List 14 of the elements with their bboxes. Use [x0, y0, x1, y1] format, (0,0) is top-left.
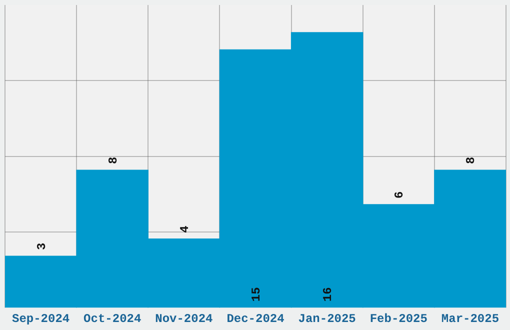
x-tick-label: Feb-2025 — [370, 312, 428, 326]
data-label: 16 — [321, 287, 336, 302]
data-label: 6 — [392, 191, 407, 198]
data-label: 8 — [106, 156, 120, 164]
x-tick-label: Nov-2024 — [155, 312, 213, 326]
data-label: 4 — [178, 226, 192, 233]
data-label: 8 — [464, 156, 478, 164]
data-label: 3 — [34, 242, 49, 250]
x-tick-label: Oct-2024 — [84, 312, 142, 326]
data-label: 15 — [250, 287, 264, 302]
x-tick-label: Sep-2024 — [12, 312, 70, 326]
x-tick-label: Mar-2025 — [441, 312, 500, 326]
x-tick-label: Jan-2025 — [298, 312, 356, 326]
x-tick-label: Dec-2024 — [226, 312, 284, 326]
